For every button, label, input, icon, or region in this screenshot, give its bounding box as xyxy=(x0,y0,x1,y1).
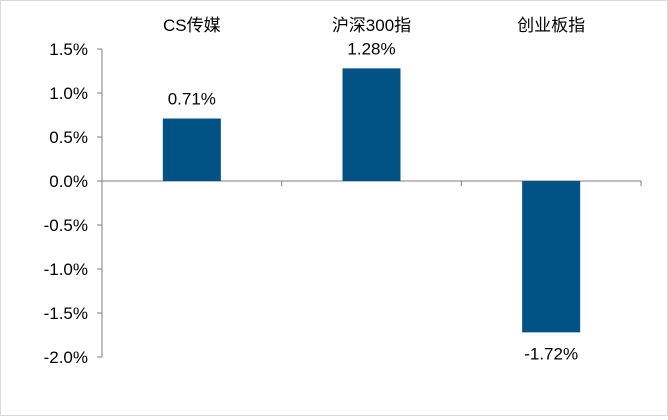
y-tick-label: 1.5% xyxy=(49,40,88,59)
data-label: 1.28% xyxy=(347,39,395,58)
y-tick-label: 1.0% xyxy=(49,84,88,103)
y-tick-label: 0.5% xyxy=(49,128,88,147)
y-tick-label: -1.5% xyxy=(44,304,88,323)
category-label: CS传媒 xyxy=(163,16,221,35)
data-label: -1.72% xyxy=(524,344,578,363)
category-label: 创业板指 xyxy=(517,16,585,35)
y-tick-label: -0.5% xyxy=(44,216,88,235)
bar xyxy=(342,68,401,181)
category-label: 沪深300指 xyxy=(332,16,411,35)
y-tick-label: 0.0% xyxy=(49,172,88,191)
data-label: 0.71% xyxy=(168,90,216,109)
bar xyxy=(162,118,221,181)
bar xyxy=(522,181,581,333)
y-tick-label: -2.0% xyxy=(44,348,88,367)
y-tick-label: -1.0% xyxy=(44,260,88,279)
